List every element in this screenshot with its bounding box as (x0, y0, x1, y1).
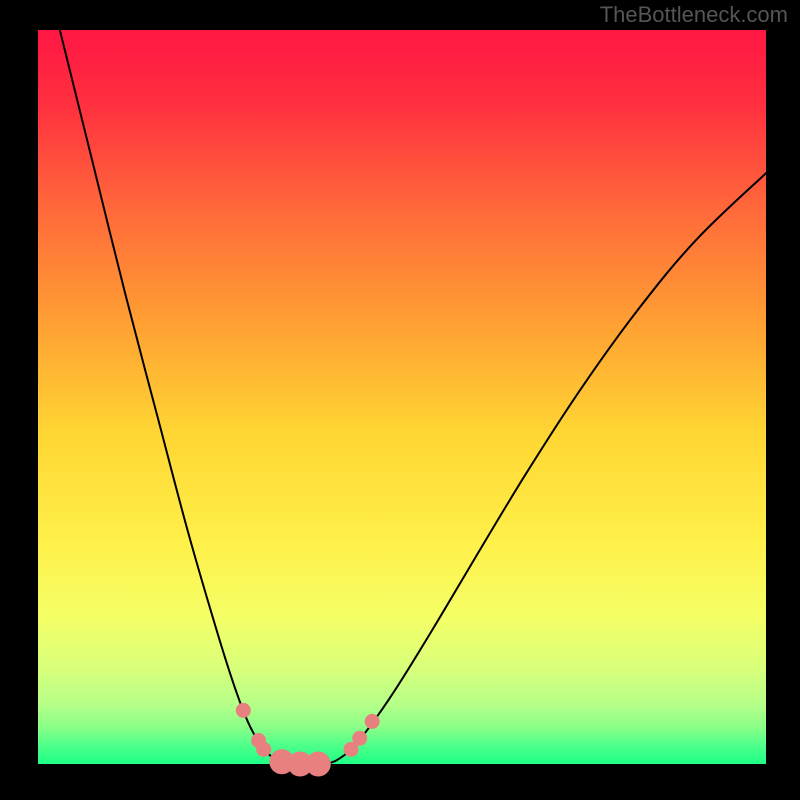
curve-marker (353, 731, 367, 745)
curve-marker (306, 752, 330, 776)
curve-marker (257, 742, 271, 756)
plot-background (38, 30, 766, 764)
chart-svg (0, 0, 800, 800)
watermark-text: TheBottleneck.com (600, 2, 788, 28)
curve-marker (365, 714, 379, 728)
chart-root: TheBottleneck.com (0, 0, 800, 800)
curve-marker (236, 703, 250, 717)
